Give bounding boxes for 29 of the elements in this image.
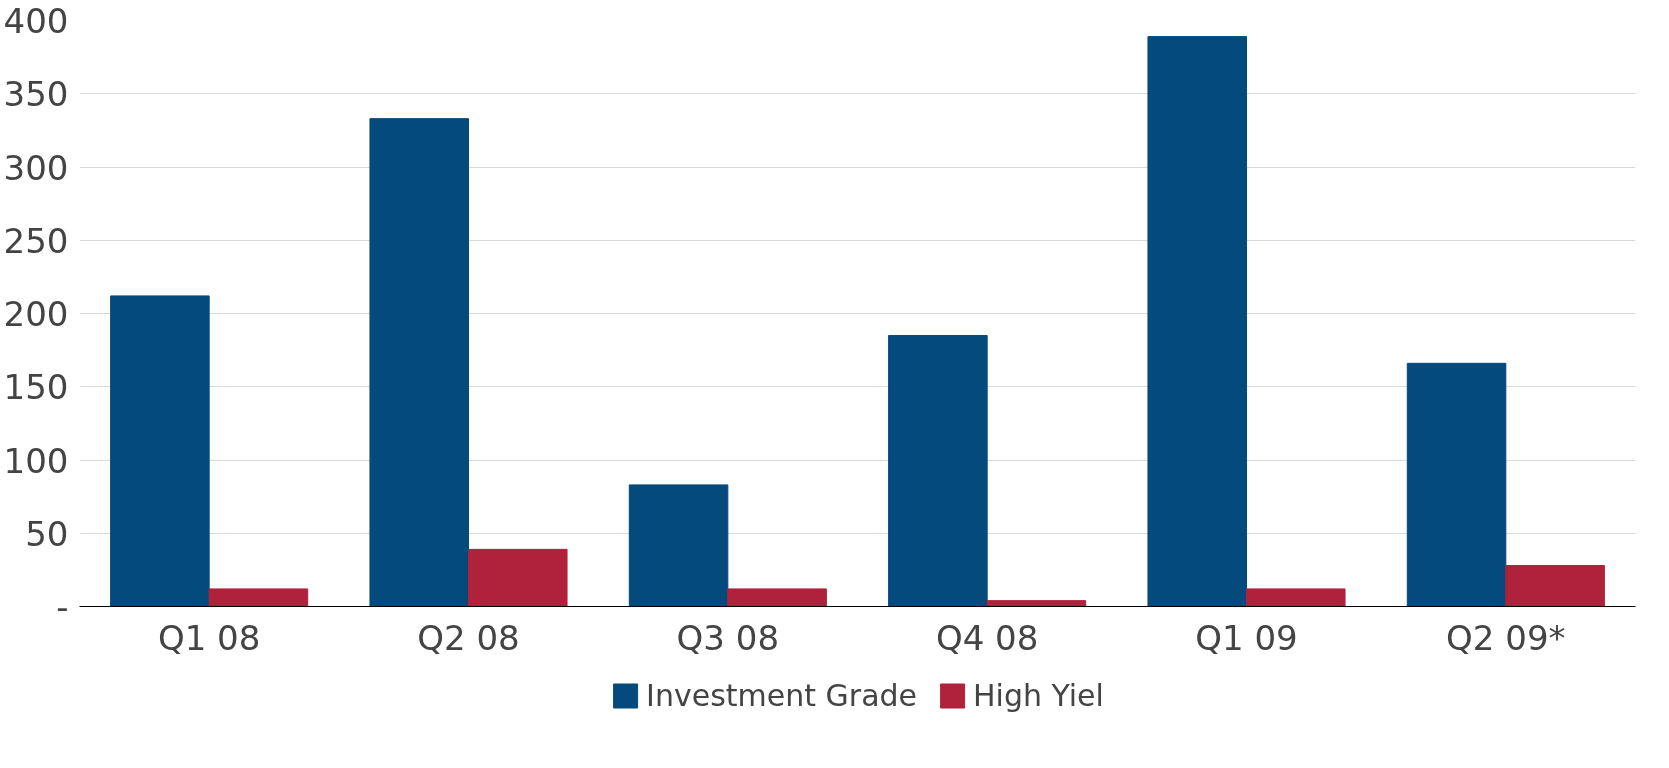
- y-tick-label: 200: [3, 294, 69, 334]
- bar: [468, 548, 568, 607]
- bar: [208, 588, 309, 607]
- bar: [727, 588, 827, 607]
- y-tick-label: 150: [3, 367, 69, 408]
- x-tick-label: Q3 08: [676, 617, 780, 658]
- y-tick-label: -: [56, 587, 69, 627]
- y-tick-label: 400: [3, 1, 69, 41]
- bar: [888, 334, 988, 607]
- bar: [110, 295, 210, 607]
- bar: [1246, 588, 1346, 607]
- bar: [986, 600, 1087, 607]
- y-tick-label: 50: [25, 513, 69, 554]
- bar: [1406, 362, 1507, 607]
- bar: [628, 484, 729, 607]
- y-tick-label: 350: [3, 74, 69, 115]
- y-tick-label: 300: [3, 147, 69, 188]
- y-tick-label: 100: [3, 440, 69, 481]
- bar: [1505, 564, 1605, 607]
- x-tick-label: Q1 08: [157, 617, 261, 658]
- x-tick-label: Q4 08: [935, 617, 1039, 658]
- legend-label: High Yiel: [973, 677, 1104, 713]
- x-tick-label: Q1 09: [1195, 617, 1298, 658]
- x-tick-label: Q2 09*: [1446, 617, 1566, 658]
- bar: [369, 118, 469, 607]
- y-tick-label: 250: [3, 220, 69, 261]
- legend-label: Investment Grade: [646, 677, 918, 713]
- bar: [1147, 36, 1247, 607]
- x-tick-label: Q2 08: [417, 617, 520, 658]
